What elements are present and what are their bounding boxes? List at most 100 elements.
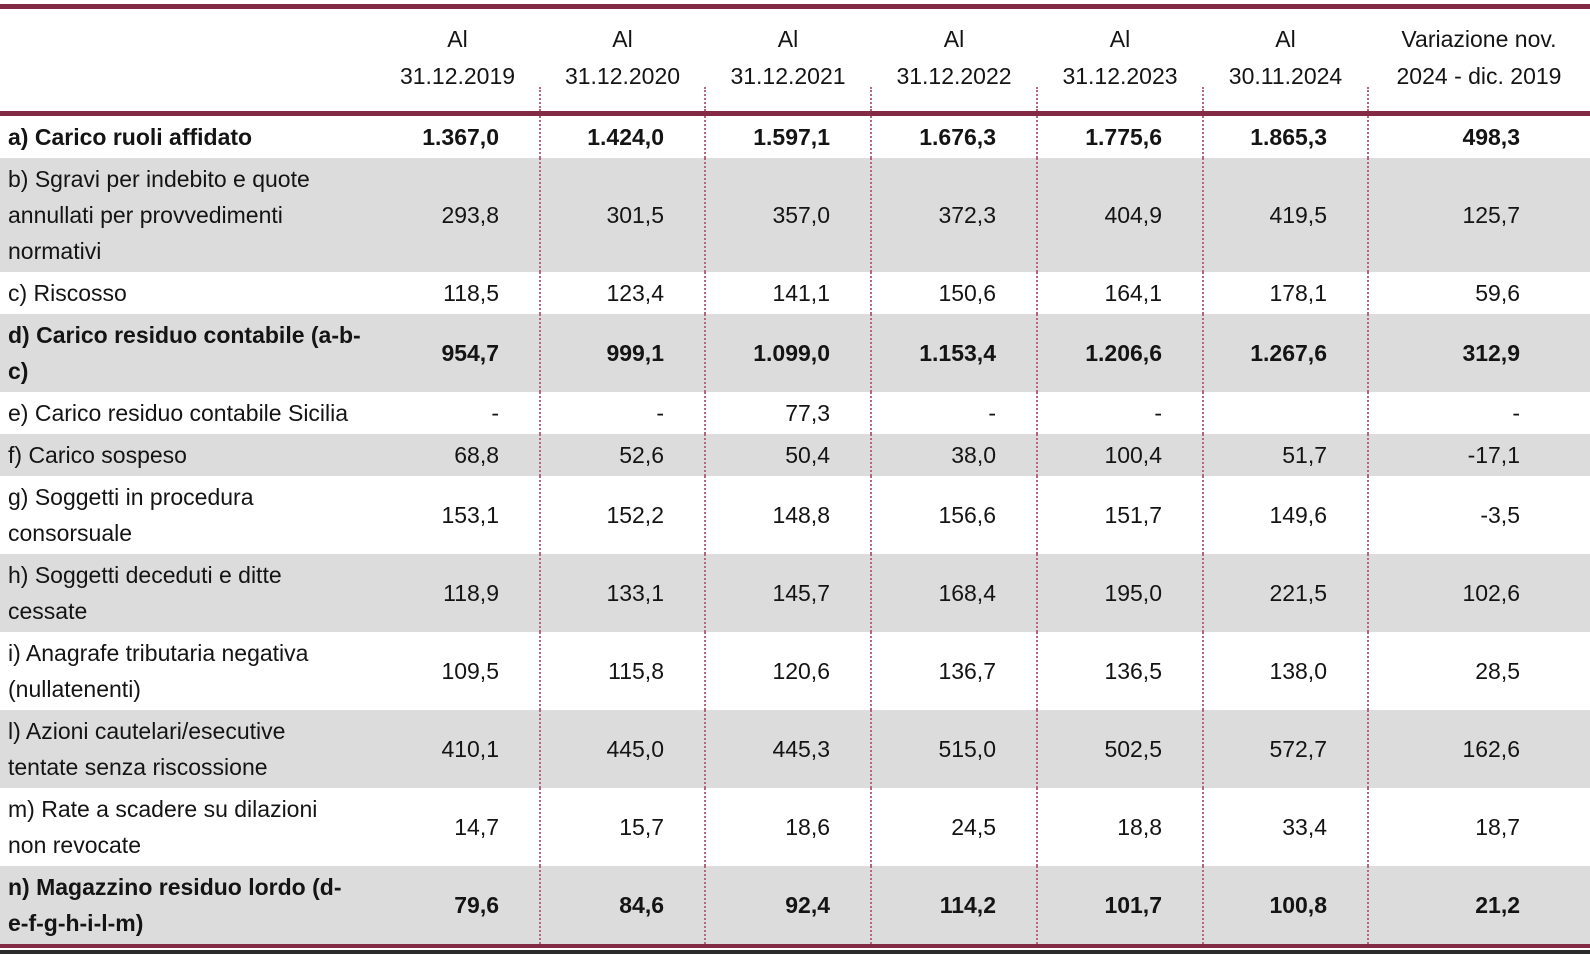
table-row: n) Magazzino residuo lordo (d-e-f-g-h-i-… [0, 866, 1590, 944]
cell-value: 50,4 [704, 434, 871, 476]
cell-value: 52,6 [539, 434, 705, 476]
table-bottom-border [0, 944, 1590, 954]
cell-value: 109,5 [441, 658, 499, 684]
cell-value: 502,5 [1036, 710, 1203, 788]
table-top-border [0, 4, 1590, 9]
cell-value: 404,9 [1036, 158, 1203, 272]
cell-value: 1.424,0 [539, 113, 705, 158]
cell-value: 445,0 [539, 710, 705, 788]
header-col-variazione: Variazione nov. 2024 - dic. 2019 [1367, 9, 1590, 116]
cell-value: 1.676,3 [870, 113, 1037, 158]
cell-value: 145,7 [704, 554, 871, 632]
cell-value: 18,7 [1367, 788, 1590, 866]
table-row: g) Soggetti in procedura consorsuale 153… [0, 476, 1590, 554]
table-row: i) Anagrafe tributaria negativa (nullate… [0, 632, 1590, 710]
header-line1: Al [1109, 26, 1131, 52]
row-label: i) Anagrafe tributaria negativa (nullate… [8, 640, 309, 702]
row-label: m) Rate a scadere su dilazioni non revoc… [8, 796, 318, 858]
cell-value: 15,7 [539, 788, 705, 866]
header-col-2023: Al 31.12.2023 [1036, 9, 1203, 116]
cell-value: 954,7 [375, 314, 540, 392]
cell-value: 21,2 [1367, 866, 1590, 944]
header-line1: Variazione nov. [1401, 26, 1557, 52]
header-col-2020: Al 31.12.2020 [539, 9, 705, 116]
cell-value: 410,1 [375, 710, 540, 788]
header-line2: 31.12.2021 [730, 63, 846, 89]
row-label: d) Carico residuo contabile (a-b-c) [0, 314, 375, 392]
header-line2: 31.12.2022 [896, 63, 1012, 89]
row-label: a) Carico ruoli affidato [8, 124, 253, 150]
cell-value: 301,5 [539, 158, 705, 272]
table-row: c) Riscosso 118,5 123,4 141,1 150,6 164,… [0, 272, 1590, 314]
cell-value: 18,8 [1036, 788, 1203, 866]
cell-value: 195,0 [1036, 554, 1203, 632]
header-col-2022: Al 31.12.2022 [870, 9, 1037, 116]
cell-value: 357,0 [704, 158, 871, 272]
table-row: d) Carico residuo contabile (a-b-c) 954,… [0, 314, 1590, 392]
cell-value: - [1036, 392, 1203, 434]
cell-value: 125,7 [1367, 158, 1590, 272]
cell-value: 221,5 [1202, 554, 1368, 632]
cell-value: 149,6 [1202, 476, 1368, 554]
cell-value: 136,7 [870, 632, 1037, 710]
cell-value: 102,6 [1367, 554, 1590, 632]
header-line1: Al [943, 26, 965, 52]
table-row: f) Carico sospeso 68,8 52,6 50,4 38,0 10… [0, 434, 1590, 476]
cell-value: 92,4 [704, 866, 871, 944]
cell-value: 133,1 [539, 554, 705, 632]
cell-value: 118,5 [443, 280, 499, 306]
cell-value: 312,9 [1367, 314, 1590, 392]
header-line2: 31.12.2020 [564, 63, 681, 89]
cell-value: 84,6 [539, 866, 705, 944]
magazzino-ruoli-table: Al 31.12.2019 Al 31.12.2020 Al 31.12.202… [0, 9, 1590, 944]
row-label: f) Carico sospeso [0, 434, 375, 476]
row-label: n) Magazzino residuo lordo (d-e-f-g-h-i-… [0, 866, 375, 944]
cell-value: 100,4 [1036, 434, 1203, 476]
cell-value: - [491, 400, 499, 426]
cell-value: 136,5 [1036, 632, 1203, 710]
row-label: g) Soggetti in procedura consorsuale [8, 484, 254, 546]
row-label: l) Azioni cautelari/esecutive tentate se… [0, 710, 375, 788]
header-col-2024: Al 30.11.2024 [1202, 9, 1368, 116]
cell-value: 28,5 [1367, 632, 1590, 710]
cell-value: 153,1 [441, 502, 499, 528]
cell-value: 77,3 [704, 392, 871, 434]
cell-value: 24,5 [870, 788, 1037, 866]
header-line1: Al [447, 26, 468, 52]
cell-value: 14,7 [454, 814, 499, 840]
cell-value: 101,7 [1036, 866, 1203, 944]
header-empty-cell [0, 9, 375, 116]
cell-value: 118,9 [375, 554, 540, 632]
cell-value [1202, 392, 1368, 434]
cell-value: 372,3 [870, 158, 1037, 272]
cell-value: 164,1 [1036, 272, 1203, 314]
cell-value: 123,4 [539, 272, 705, 314]
cell-value: 1.367,0 [422, 124, 499, 150]
cell-value: 79,6 [375, 866, 540, 944]
table-row: h) Soggetti deceduti e ditte cessate 118… [0, 554, 1590, 632]
header-line2: 31.12.2019 [399, 63, 516, 89]
cell-value: 51,7 [1202, 434, 1368, 476]
header-line1: Al [1275, 26, 1296, 52]
cell-value: 1.206,6 [1036, 314, 1203, 392]
cell-value: 150,6 [870, 272, 1037, 314]
cell-value: 1.153,4 [870, 314, 1037, 392]
cell-value: 120,6 [704, 632, 871, 710]
cell-value: 148,8 [704, 476, 871, 554]
row-label: h) Soggetti deceduti e ditte cessate [0, 554, 375, 632]
cell-value: 515,0 [870, 710, 1037, 788]
cell-value: - [1367, 392, 1590, 434]
cell-value: 178,1 [1202, 272, 1368, 314]
cell-value: 498,3 [1367, 113, 1590, 158]
cell-value: 293,8 [375, 158, 540, 272]
table-row: e) Carico residuo contabile Sicilia - - … [0, 392, 1590, 434]
cell-value: 1.267,6 [1202, 314, 1368, 392]
cell-value: 38,0 [870, 434, 1037, 476]
row-label: c) Riscosso [8, 280, 127, 306]
table-row: a) Carico ruoli affidato 1.367,0 1.424,0… [0, 113, 1590, 158]
cell-value: 162,6 [1367, 710, 1590, 788]
header-col-2019: Al 31.12.2019 [375, 9, 540, 116]
table-row: b) Sgravi per indebito e quote annullati… [0, 158, 1590, 272]
header-line2: 31.12.2023 [1062, 63, 1178, 89]
cell-value: 1.099,0 [704, 314, 871, 392]
